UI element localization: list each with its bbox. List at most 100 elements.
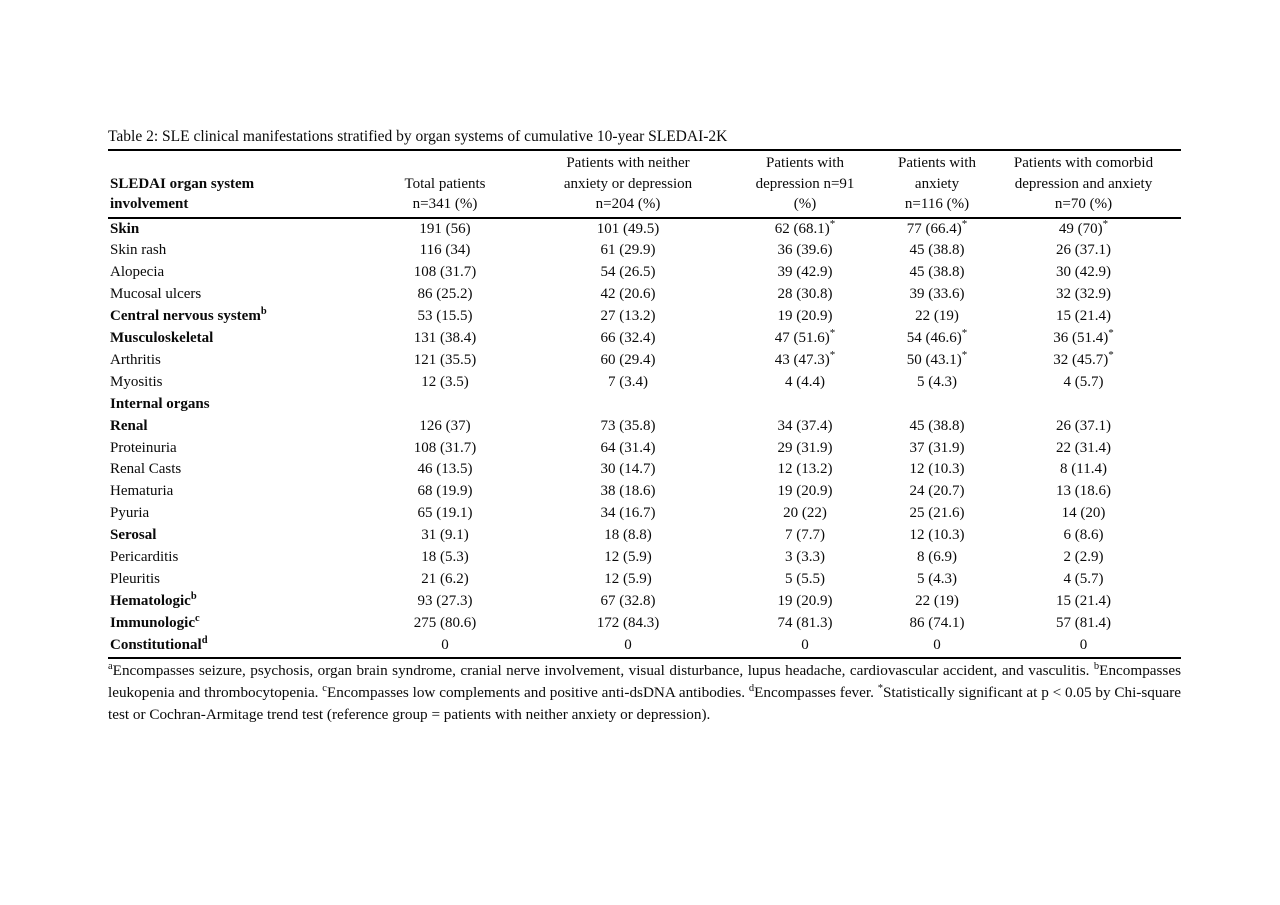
footnote-marker: b: [190, 590, 197, 602]
cell-value: 0: [986, 634, 1181, 659]
table-row: Pyuria 65 (19.1) 34 (16.7) 20 (22) 25 (21.6)…: [108, 503, 1181, 525]
table-row: Pericarditis 18 (5.3) 12 (5.9) 3 (3.3) 8 (6.…: [108, 547, 1181, 569]
cell-value: 8 (6.9): [917, 549, 957, 566]
cell-value: 0: [534, 634, 722, 659]
table-row: Renal Casts 46 (13.5) 30 (14.7) 12 (13.2) 12…: [108, 459, 1181, 481]
significance-asterisk: *: [829, 348, 836, 361]
row-label: Skin rash: [110, 242, 167, 259]
row-label: Pyuria: [110, 505, 150, 522]
table-row: Internal organs: [108, 394, 1181, 416]
cell-value: 27 (13.2): [600, 308, 656, 325]
table-row: Myositis 12 (3.5) 7 (3.4) 4 (4.4) 5 (4.3) 4 (…: [108, 372, 1181, 394]
cell-value: 12 (13.2): [777, 461, 833, 478]
cell-value: 67 (32.8): [600, 592, 656, 609]
table-header-row: SLEDAI organ system involvement Total pati…: [108, 150, 1181, 219]
cell-value: 126 (37): [419, 417, 471, 434]
cell-value: 39 (33.6): [909, 286, 965, 303]
footnote-marker: c: [195, 612, 200, 624]
cell-value: 275 (80.6): [413, 614, 477, 631]
cell-value: 6 (8.6): [1063, 527, 1104, 544]
cell-value: 108 (31.7): [413, 439, 477, 456]
cell-value: 30 (42.9): [1056, 264, 1111, 281]
cell-value: 12 (10.3): [909, 527, 965, 544]
significance-asterisk: *: [1102, 217, 1109, 230]
significance-asterisk: *: [829, 327, 836, 340]
cell-value: 7 (7.7): [785, 527, 825, 544]
footnote-marker: d: [748, 682, 755, 694]
cell-value: 21 (6.2): [421, 571, 469, 587]
table-row: Renal 126 (37) 73 (35.8) 34 (37.4) 45 (38.8)…: [108, 416, 1181, 438]
cell-value: 8 (11.4): [1060, 461, 1107, 478]
cell-value: 4 (5.7): [1063, 571, 1104, 587]
cell-value: 54 (26.5): [600, 264, 656, 281]
cell-value: [534, 394, 722, 416]
cell-value: 20 (22): [783, 505, 827, 522]
cell-value: 34 (16.7): [600, 505, 656, 522]
table-row: Arthritis 121 (35.5) 60 (29.4) 43 (47.3)* 50…: [108, 348, 1181, 372]
cell-value: 31 (9.1): [421, 527, 469, 544]
cell-value: 45 (38.8): [909, 242, 965, 259]
table-row: Central nervous systemb 53 (15.5) 27 (13.2…: [108, 306, 1181, 328]
cell-value: 0: [722, 634, 888, 659]
cell-value: 49 (70)*: [1058, 217, 1109, 237]
row-label: Mucosal ulcers: [110, 286, 202, 303]
cell-value: [986, 394, 1181, 416]
cell-value: 68 (19.9): [417, 483, 473, 500]
cell-value: 61 (29.9): [600, 242, 656, 259]
significance-asterisk: *: [961, 348, 968, 361]
cell-value: 12 (3.5): [421, 373, 469, 390]
cell-value: 65 (19.1): [417, 505, 473, 522]
cell-value: 26 (37.1): [1056, 242, 1111, 259]
cell-value: 15 (21.4): [1056, 592, 1111, 609]
cell-value: [356, 394, 534, 416]
cell-value: 5 (4.3): [917, 571, 957, 587]
cell-value: 34 (37.4): [777, 417, 833, 434]
cell-value: 0: [888, 634, 986, 659]
table-row: Constitutionald 0 0 0 0 0: [108, 634, 1181, 659]
row-label: Constitutionald: [108, 634, 356, 659]
column-header: Patients with neither anxiety or depressi…: [534, 150, 722, 219]
row-label: Immunologicc: [110, 612, 200, 631]
table-row: Pleuritis 21 (6.2) 12 (5.9) 5 (5.5) 5 (4.3) 4…: [108, 569, 1181, 591]
row-label: Internal organs: [110, 395, 210, 412]
cell-value: 19 (20.9): [777, 308, 833, 325]
table-row: Hematuria 68 (19.9) 38 (18.6) 19 (20.9) 24 (…: [108, 481, 1181, 503]
cell-value: 22 (31.4): [1056, 439, 1111, 456]
cell-value: 18 (8.8): [604, 527, 652, 544]
cell-value: 45 (38.8): [909, 264, 965, 281]
row-label: Pleuritis: [110, 571, 161, 587]
cell-value: 3 (3.3): [785, 549, 825, 566]
footnote-marker: *: [877, 682, 883, 694]
data-table: SLEDAI organ system involvement Total pati…: [108, 149, 1181, 659]
cell-value: 42 (20.6): [600, 286, 656, 303]
table-row: Skin 191 (56) 101 (49.5) 62 (68.1)* 77 (66.4…: [108, 218, 1181, 241]
cell-value: 5 (5.5): [785, 571, 825, 587]
cell-value: 12 (10.3): [909, 461, 965, 478]
cell-value: [888, 394, 986, 416]
cell-value: 108 (31.7): [413, 264, 477, 281]
cell-value: 2 (2.9): [1063, 549, 1104, 566]
document-page: Table 2: SLE clinical manifestations str…: [108, 126, 1181, 726]
column-header: Patients with comorbid depression and anx…: [986, 150, 1181, 219]
cell-value: 121 (35.5): [413, 351, 477, 368]
row-label: Central nervous systemb: [110, 306, 267, 325]
cell-value: 86 (25.2): [417, 286, 473, 303]
footnote-marker: d: [201, 634, 208, 646]
row-label: Skin: [110, 220, 140, 237]
cell-value: 28 (30.8): [777, 286, 833, 303]
row-label: Hematuria: [110, 483, 174, 500]
column-header: Patients with anxiety n=116 (%): [888, 150, 986, 219]
significance-asterisk: *: [961, 327, 968, 340]
cell-value: 77 (66.4)*: [906, 217, 968, 237]
cell-value: 22 (19): [915, 592, 959, 609]
cell-value: 12 (5.9): [604, 571, 652, 587]
table-row: Immunologicc 275 (80.6) 172 (84.3) 74 (81.3…: [108, 613, 1181, 635]
cell-value: 172 (84.3): [596, 614, 660, 631]
footnote-marker: b: [260, 306, 267, 318]
cell-value: 45 (38.8): [909, 417, 965, 434]
row-label: Serosal: [110, 527, 157, 544]
cell-value: 7 (3.4): [608, 373, 648, 390]
cell-value: 4 (4.4): [785, 373, 825, 390]
significance-asterisk: *: [961, 217, 968, 230]
cell-value: 19 (20.9): [777, 483, 833, 500]
